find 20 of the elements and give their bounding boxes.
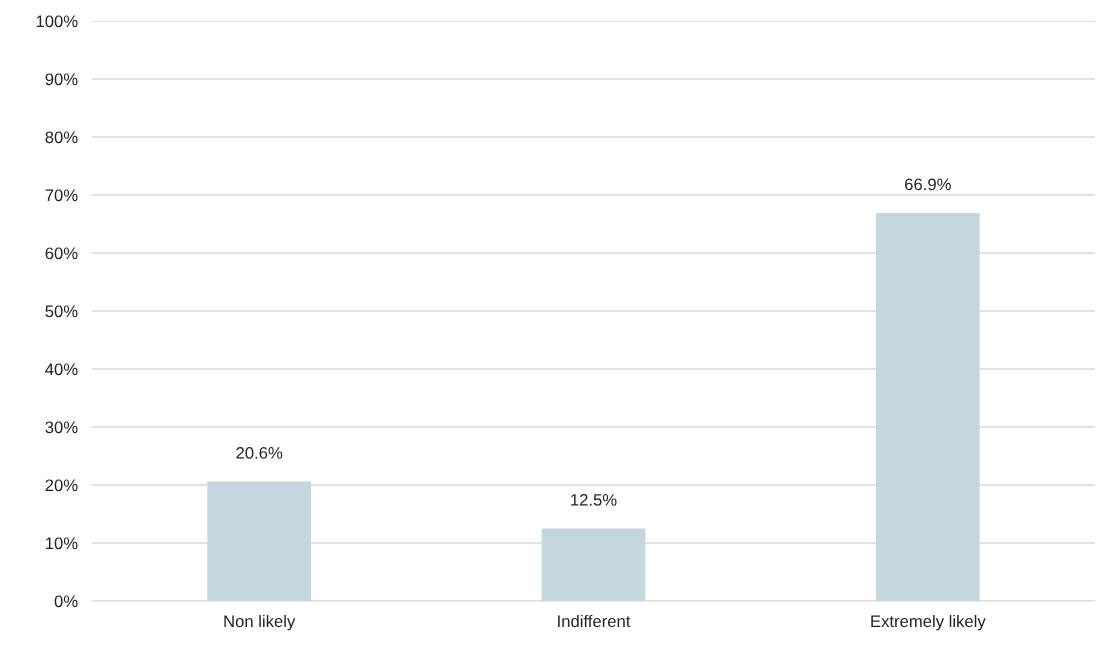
y-tick-label: 100% (36, 15, 78, 28)
y-tick-label: 70% (45, 189, 78, 202)
y-tick-label: 30% (45, 421, 78, 434)
y-tick-label: 60% (45, 247, 78, 260)
y-tick-label: 50% (45, 305, 78, 318)
bar (876, 212, 980, 601)
x-tick-label: Indifferent (558, 614, 631, 628)
x-tick-label: Non likely (224, 614, 296, 631)
y-tick-label: 0% (54, 595, 78, 608)
data-label: 12.5% (571, 493, 617, 506)
y-tick-label: 20% (45, 479, 78, 492)
y-tick-label: 10% (46, 537, 78, 550)
data-label: 66.9% (905, 178, 951, 191)
x-tick-label: Extremely likely (871, 614, 986, 631)
y-tick-label: 90% (45, 73, 78, 86)
y-tick-label: 40% (45, 363, 78, 376)
bar (541, 528, 646, 601)
y-tick-label: 80% (45, 131, 78, 144)
bar (207, 481, 311, 601)
data-label: 20.6% (236, 446, 283, 459)
